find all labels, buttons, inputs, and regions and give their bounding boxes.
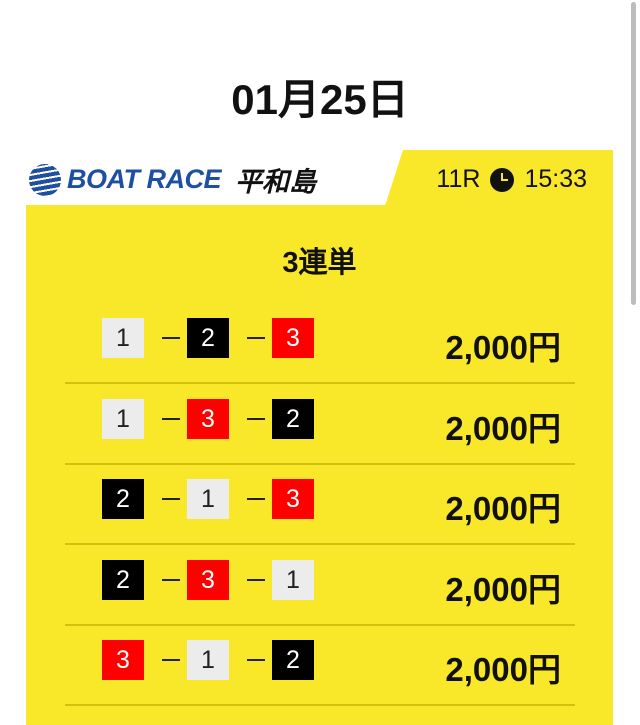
boat-number-1: 1 xyxy=(187,640,229,680)
logo-text: BOAT RACE xyxy=(67,164,222,194)
dash-separator xyxy=(162,417,180,420)
bet-panel: 3連単 1 2 3 2,000円 1 3 2 2,000円 2 1 3 2,000円 2 3 1 2,000円… xyxy=(26,205,613,725)
bet-amount: 2,000円 xyxy=(445,570,561,608)
dash-separator xyxy=(247,659,265,661)
dash-separator xyxy=(162,578,180,581)
boat-number-3: 3 xyxy=(272,479,314,519)
dash-separator xyxy=(247,498,265,500)
bet-row: 3 1 2 2,000円 xyxy=(65,625,575,706)
bet-row: 1 2 3 2,000円 xyxy=(65,303,575,384)
race-number: 11R xyxy=(436,165,481,193)
boat-number-2: 2 xyxy=(187,318,229,358)
boat-number-2: 2 xyxy=(102,479,144,519)
boatrace-logo: BOAT RACE 平和島 xyxy=(29,160,316,199)
boat-number-2: 2 xyxy=(272,640,314,680)
bet-row: 1 3 2 2,000円 xyxy=(65,384,575,465)
boatrace-globe-icon xyxy=(29,163,61,196)
boat-number-1: 1 xyxy=(102,398,144,439)
boat-number-3: 3 xyxy=(272,318,314,358)
clock-icon xyxy=(490,167,515,192)
bet-type: 3連単 xyxy=(282,247,357,279)
boat-number-1: 1 xyxy=(102,318,144,358)
venue-name: 平和島 xyxy=(235,167,316,197)
scrollbar[interactable] xyxy=(631,2,636,305)
bet-row: 2 3 1 2,000円 xyxy=(65,545,575,626)
dash-separator xyxy=(247,578,265,581)
boat-number-2: 2 xyxy=(272,398,314,439)
bet-amount: 2,000円 xyxy=(445,329,561,366)
dash-separator xyxy=(247,337,265,339)
bet-row: 2 1 3 2,000円 xyxy=(65,464,575,545)
boat-number-3: 3 xyxy=(102,640,144,680)
page-date: 01月25日 xyxy=(231,76,409,123)
bet-amount: 2,000円 xyxy=(445,490,561,527)
boat-number-2: 2 xyxy=(102,559,144,600)
boat-number-3: 3 xyxy=(187,559,229,600)
race-header: BOAT RACE 平和島 11R 15:33 xyxy=(26,150,613,206)
dash-separator xyxy=(162,498,180,500)
boat-number-3: 3 xyxy=(187,398,229,439)
bet-amount: 2,000円 xyxy=(445,651,561,688)
race-time: 15:33 xyxy=(524,165,587,193)
dash-separator xyxy=(247,417,265,420)
boat-number-1: 1 xyxy=(272,559,314,600)
dash-separator xyxy=(162,659,180,661)
boat-number-1: 1 xyxy=(187,479,229,519)
bet-amount: 2,000円 xyxy=(445,409,561,447)
dash-separator xyxy=(162,337,180,339)
